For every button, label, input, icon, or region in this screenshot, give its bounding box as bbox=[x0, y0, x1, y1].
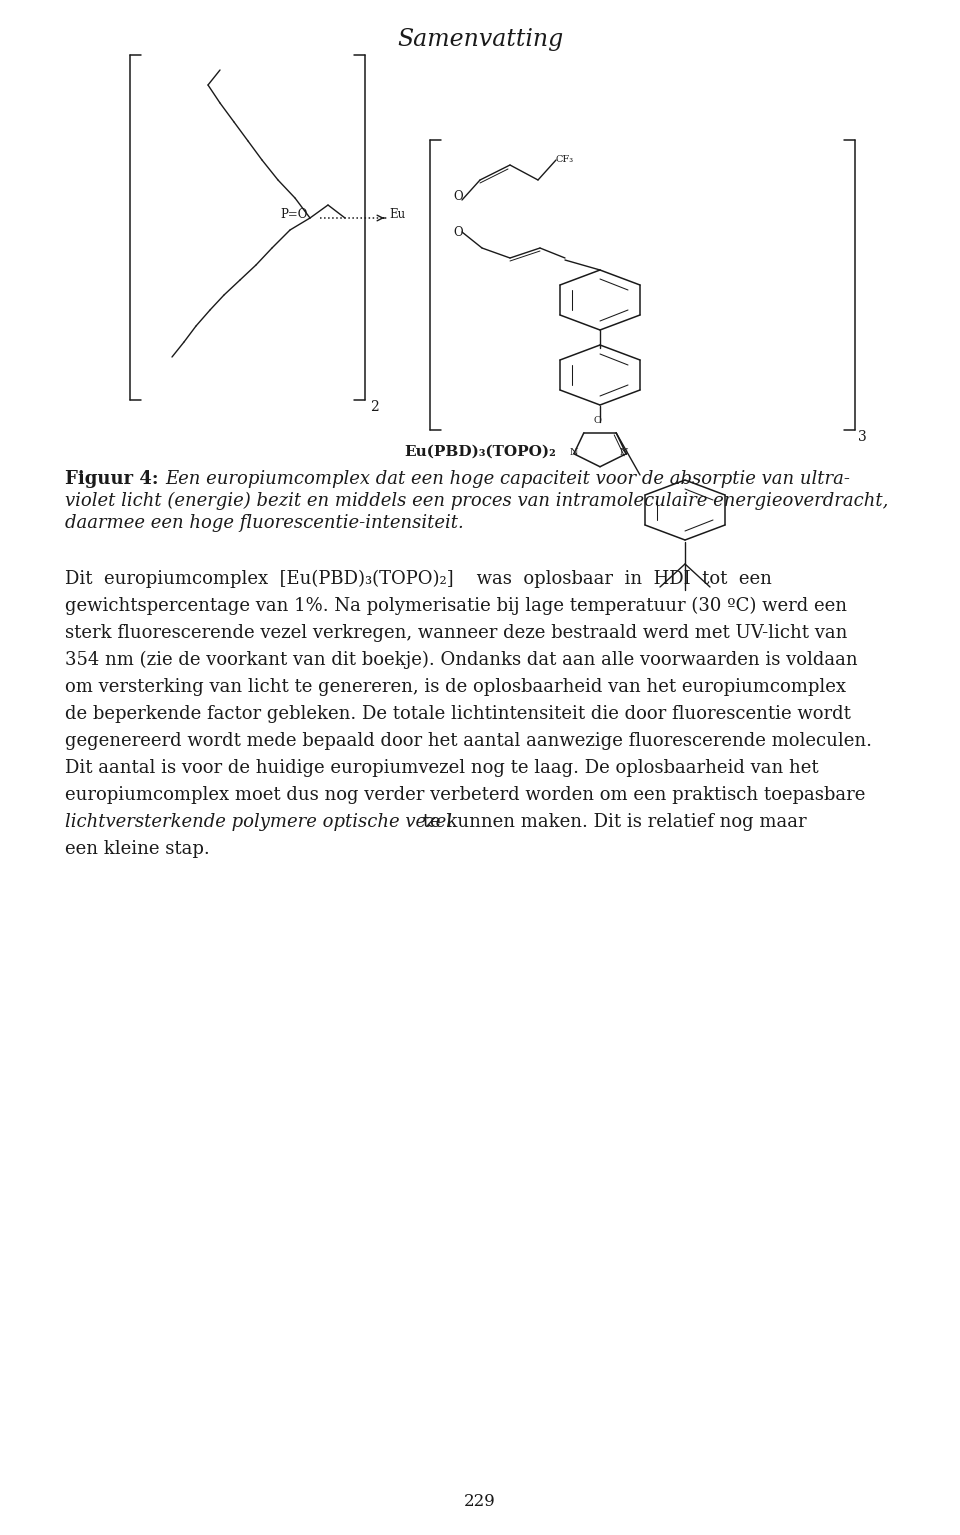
Text: O: O bbox=[453, 190, 463, 204]
Text: 2: 2 bbox=[370, 401, 379, 414]
Text: Dit  europiumcomplex  [Eu(PBD)₃(TOPO)₂]    was  oplosbaar  in  HDI  tot  een: Dit europiumcomplex [Eu(PBD)₃(TOPO)₂] wa… bbox=[65, 569, 772, 588]
Text: gegenereerd wordt mede bepaald door het aantal aanwezige fluorescerende molecule: gegenereerd wordt mede bepaald door het … bbox=[65, 732, 872, 751]
Text: lichtversterkende polymere optische vezel: lichtversterkende polymere optische veze… bbox=[65, 814, 452, 830]
Text: O: O bbox=[593, 416, 601, 425]
Text: daarmee een hoge fluorescentie-intensiteit.: daarmee een hoge fluorescentie-intensite… bbox=[65, 514, 464, 533]
Text: sterk fluorescerende vezel verkregen, wanneer deze bestraald werd met UV-licht v: sterk fluorescerende vezel verkregen, wa… bbox=[65, 625, 848, 642]
Text: Dit aantal is voor de huidige europiumvezel nog te laag. De oplosbaarheid van he: Dit aantal is voor de huidige europiumve… bbox=[65, 758, 819, 777]
Text: Figuur 4:: Figuur 4: bbox=[65, 470, 158, 488]
Text: om versterking van licht te genereren, is de oplosbaarheid van het europiumcompl: om versterking van licht te genereren, i… bbox=[65, 678, 846, 695]
Text: Eu(PBD)₃(TOPO)₂: Eu(PBD)₃(TOPO)₂ bbox=[404, 445, 556, 459]
Text: P=O: P=O bbox=[280, 207, 308, 221]
Text: O: O bbox=[453, 226, 463, 238]
Text: europiumcomplex moet dus nog verder verbeterd worden om een praktisch toepasbare: europiumcomplex moet dus nog verder verb… bbox=[65, 786, 865, 804]
Text: violet licht (energie) bezit en middels een proces van intramoleculaire energieo: violet licht (energie) bezit en middels … bbox=[65, 493, 888, 510]
Text: Eu: Eu bbox=[389, 207, 405, 221]
Text: de beperkende factor gebleken. De totale lichtintensiteit die door fluorescentie: de beperkende factor gebleken. De totale… bbox=[65, 705, 851, 723]
Text: N: N bbox=[569, 448, 578, 457]
Text: 229: 229 bbox=[464, 1494, 496, 1510]
Text: te kunnen maken. Dit is relatief nog maar: te kunnen maken. Dit is relatief nog maa… bbox=[417, 814, 806, 830]
Text: 354 nm (zie de voorkant van dit boekje). Ondanks dat aan alle voorwaarden is vol: 354 nm (zie de voorkant van dit boekje).… bbox=[65, 651, 857, 669]
Text: Een europiumcomplex dat een hoge capaciteit voor de absorptie van ultra-: Een europiumcomplex dat een hoge capacit… bbox=[165, 470, 850, 488]
Text: N: N bbox=[620, 448, 629, 457]
Text: CF₃: CF₃ bbox=[556, 155, 574, 164]
Text: Samenvatting: Samenvatting bbox=[396, 28, 564, 51]
Text: 3: 3 bbox=[858, 430, 867, 444]
Text: gewichtspercentage van 1%. Na polymerisatie bij lage temperatuur (30 ºC) werd ee: gewichtspercentage van 1%. Na polymerisa… bbox=[65, 597, 847, 616]
Text: een kleine stap.: een kleine stap. bbox=[65, 840, 209, 858]
